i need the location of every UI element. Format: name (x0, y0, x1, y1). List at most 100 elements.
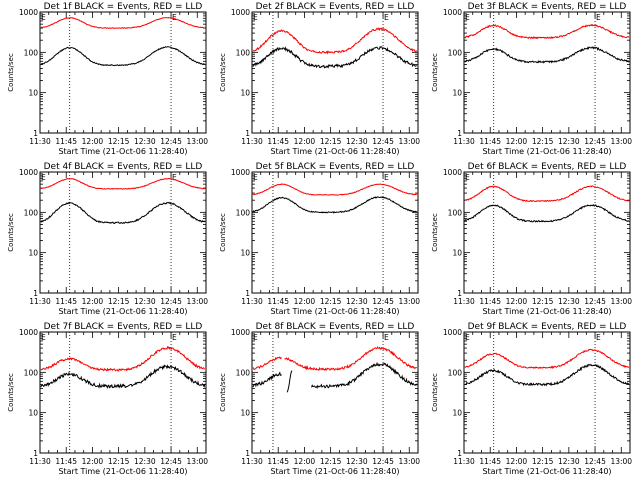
x-axis-label: Start Time (21-Oct-06 11:28:40) (482, 307, 611, 316)
x-tick-label: 13:00 (186, 457, 208, 466)
x-tick-label: 11:45 (267, 137, 289, 146)
plot-frame (39, 171, 207, 294)
x-tick-label: 12:45 (584, 297, 606, 306)
y-tick-label: 100 (448, 368, 463, 377)
panel-title: Det 1f BLACK = Events, RED = LLD (44, 2, 203, 12)
event-flag-label: E (172, 173, 177, 182)
x-axis-label: Start Time (21-Oct-06 11:28:40) (270, 307, 399, 316)
y-tick-label: 100 (24, 368, 39, 377)
x-tick-label: 11:45 (55, 137, 77, 146)
x-tick-label: 13:00 (186, 297, 208, 306)
x-tick-label: 11:45 (267, 297, 289, 306)
y-tick-label: 100 (236, 48, 251, 57)
lld-series-line (252, 183, 417, 196)
x-tick-label: 12:00 (82, 137, 104, 146)
x-tick-label: 12:15 (532, 457, 554, 466)
lld-series-line (464, 24, 630, 40)
y-tick-label: 10 (240, 249, 250, 258)
x-tick-label: 11:30 (453, 297, 475, 306)
event-flag-label: E (596, 13, 601, 22)
x-tick-label: 11:45 (267, 457, 289, 466)
x-tick-label: 12:30 (134, 137, 156, 146)
x-axis-label: Start Time (21-Oct-06 11:28:40) (58, 307, 187, 316)
x-tick-label: 13:00 (398, 297, 420, 306)
x-tick-label: 12:30 (558, 457, 580, 466)
panel-det5f: Det 5f BLACK = Events, RED = LLD 1 10 100 10… (219, 162, 420, 316)
plot-frame (463, 171, 631, 294)
event-flag-label: E (384, 13, 389, 22)
plot-frame (463, 11, 631, 134)
y-tick-label: 1 (33, 129, 38, 138)
panel-det3f: Det 3f BLACK = Events, RED = LLD 1 10 100 10… (431, 2, 632, 156)
y-axis-label: Counts/sec (219, 53, 227, 92)
y-axis-label: Counts/sec (219, 213, 227, 252)
x-tick-label: 12:30 (346, 297, 368, 306)
x-tick-label: 11:45 (479, 457, 501, 466)
lld-series-line (464, 348, 630, 370)
x-tick-label: 12:30 (134, 457, 156, 466)
lld-series-line (464, 185, 630, 203)
y-tick-label: 100 (448, 48, 463, 57)
event-flag-label: E (172, 13, 177, 22)
events-series-line (464, 204, 629, 223)
events-series-line (252, 45, 417, 69)
x-tick-label: 12:45 (372, 457, 394, 466)
event-flag-label: E (384, 333, 389, 342)
x-axis-label: Start Time (21-Oct-06 11:28:40) (482, 467, 611, 476)
y-tick-label: 100 (448, 208, 463, 217)
panel-title: Det 5f BLACK = Events, RED = LLD (256, 162, 415, 172)
panel-det2f: Det 2f BLACK = Events, RED = LLD 1 10 100 10… (219, 2, 420, 156)
y-tick-label: 10 (240, 409, 250, 418)
x-tick-label: 12:00 (82, 457, 104, 466)
events-series-line (40, 46, 205, 67)
panel-title: Det 3f BLACK = Events, RED = LLD (468, 2, 627, 12)
x-tick-label: 11:30 (453, 137, 475, 146)
y-axis-label: Counts/sec (7, 53, 15, 92)
y-axis-label: Counts/sec (431, 373, 439, 412)
event-flag-label: E (465, 333, 470, 342)
x-tick-label: 12:15 (532, 137, 554, 146)
y-tick-label: 1000 (19, 8, 38, 17)
y-axis-label: Counts/sec (431, 53, 439, 92)
y-tick-label: 10 (28, 89, 38, 98)
event-flag-label: E (41, 13, 46, 22)
lld-series-line (40, 345, 205, 372)
events-series-line (252, 196, 418, 214)
event-flag-label: E (41, 173, 46, 182)
panel-det1f: Det 1f BLACK = Events, RED = LLD 1 10 100 10… (7, 2, 208, 156)
x-tick-label: 11:45 (55, 297, 77, 306)
x-tick-label: 12:45 (372, 137, 394, 146)
y-tick-label: 100 (24, 208, 39, 217)
panel-det7f: Det 7f BLACK = Events, RED = LLD 1 10 100 10… (7, 322, 208, 476)
x-tick-label: 11:30 (29, 137, 51, 146)
y-tick-label: 1 (245, 129, 250, 138)
events-series-line (40, 201, 206, 224)
y-tick-label: 1 (33, 449, 38, 458)
y-tick-label: 1 (457, 289, 462, 298)
y-axis-label: Counts/sec (219, 373, 227, 412)
event-flag-label: E (465, 173, 470, 182)
x-tick-label: 11:30 (241, 297, 263, 306)
panel-title: Det 4f BLACK = Events, RED = LLD (44, 162, 203, 172)
event-flag-label: E (172, 333, 177, 342)
x-tick-label: 12:45 (160, 137, 182, 146)
y-tick-label: 1000 (231, 8, 250, 17)
x-tick-label: 12:45 (584, 457, 606, 466)
y-tick-label: 10 (28, 409, 38, 418)
y-tick-label: 1 (33, 289, 38, 298)
panel-title: Det 7f BLACK = Events, RED = LLD (44, 322, 203, 332)
event-flag-label: E (596, 333, 601, 342)
x-tick-label: 11:45 (479, 137, 501, 146)
y-tick-label: 1000 (19, 168, 38, 177)
x-tick-label: 12:15 (108, 457, 130, 466)
plot-frame (251, 11, 419, 134)
x-tick-label: 12:15 (320, 457, 342, 466)
event-flag-label: E (41, 333, 46, 342)
y-tick-label: 1 (245, 449, 250, 458)
y-axis-label: Counts/sec (7, 373, 15, 412)
lld-series-line (252, 27, 418, 55)
x-tick-label: 12:00 (506, 457, 528, 466)
x-tick-label: 11:45 (479, 297, 501, 306)
x-tick-label: 12:15 (108, 137, 130, 146)
